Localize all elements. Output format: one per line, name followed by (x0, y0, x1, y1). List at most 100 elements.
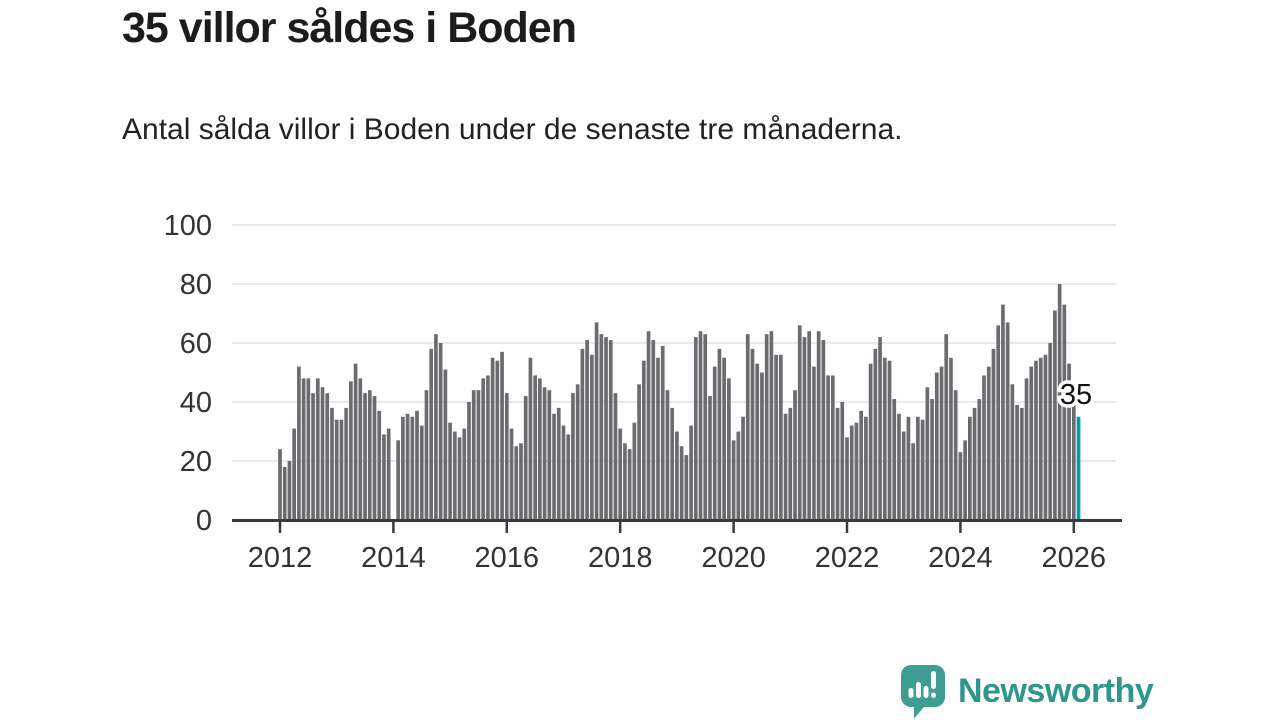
bar (1019, 407, 1024, 520)
bar (849, 425, 854, 520)
bar (519, 443, 523, 520)
bar (344, 407, 348, 520)
newsworthy-wordmark: Newsworthy (958, 671, 1154, 710)
bar (641, 360, 646, 520)
bars (278, 284, 1081, 520)
bar (651, 340, 656, 520)
bar (386, 428, 391, 520)
bar (556, 407, 561, 520)
bar (571, 393, 575, 520)
bar (878, 337, 882, 520)
x-axis-tick-label: 2022 (815, 542, 880, 574)
bar (769, 331, 774, 520)
bar (1001, 304, 1005, 520)
bar (627, 449, 632, 520)
x-axis-tick-label: 2024 (928, 542, 993, 574)
bar (712, 366, 717, 520)
bar (779, 354, 783, 520)
bar (401, 416, 405, 520)
bar (372, 396, 377, 520)
bar (845, 437, 849, 520)
bar (911, 443, 915, 520)
bar (882, 357, 887, 520)
bar (471, 390, 476, 520)
bar (736, 431, 741, 520)
bar (727, 378, 731, 520)
bar (542, 387, 547, 520)
bar (552, 413, 556, 520)
bar (301, 378, 306, 520)
bar (968, 416, 972, 520)
bar (925, 387, 930, 520)
chart-subtitle: Antal sålda villor i Boden under de sena… (122, 113, 903, 146)
bar (1057, 284, 1062, 520)
bar (887, 360, 892, 520)
bar (897, 413, 901, 520)
bar (495, 360, 500, 520)
bar (377, 410, 382, 520)
bar (816, 331, 821, 520)
bar (599, 334, 604, 520)
bar (575, 384, 580, 520)
bar (982, 375, 986, 520)
bar (405, 413, 410, 520)
bar (873, 348, 878, 520)
bar (731, 440, 736, 520)
bar (457, 437, 462, 520)
y-axis-tick-label: 20 (180, 446, 212, 478)
bar (689, 425, 693, 520)
bar (646, 331, 651, 520)
bar (311, 393, 315, 520)
bar (462, 428, 467, 520)
bar (415, 410, 419, 520)
newsworthy-logo: Newsworthy (898, 663, 1154, 719)
bar (1010, 384, 1015, 520)
bar (793, 390, 797, 520)
bar (467, 402, 471, 520)
y-axis-tick-label: 80 (180, 269, 212, 301)
y-axis-labels: 0 20 40 60 80 100 (164, 210, 212, 537)
x-axis-tick-label: 2020 (701, 542, 766, 574)
bar (916, 416, 920, 520)
bar (665, 390, 670, 520)
bar (812, 366, 816, 520)
bar (1034, 360, 1038, 520)
y-axis-tick-label: 40 (180, 387, 212, 419)
bar (1005, 322, 1010, 520)
bar (287, 461, 292, 520)
bar (363, 393, 367, 520)
bar (944, 334, 949, 520)
bar (679, 446, 684, 520)
x-axis-tick-label: 2014 (361, 542, 426, 574)
bar (504, 393, 509, 520)
bar (821, 340, 826, 520)
bar (764, 334, 769, 520)
y-axis-tick-label: 0 (196, 505, 212, 537)
bar (703, 334, 708, 520)
x-axis-ticks (278, 522, 1076, 533)
bar (590, 354, 594, 520)
y-axis-tick-label: 100 (164, 210, 212, 242)
bar (434, 334, 438, 520)
bar (826, 375, 830, 520)
bar (618, 428, 623, 520)
bar (1043, 354, 1048, 520)
bar (297, 366, 301, 520)
bar (698, 331, 703, 520)
bar (991, 348, 996, 520)
bar (547, 390, 552, 520)
bar (382, 434, 386, 520)
bar (693, 337, 698, 520)
bar (684, 455, 689, 520)
x-axis-tick-label: 2016 (475, 542, 540, 574)
bar (490, 357, 495, 520)
bar (1015, 404, 1019, 520)
bar (670, 407, 675, 520)
bar (920, 419, 925, 520)
bar (325, 393, 330, 520)
x-axis-tick-label: 2018 (588, 542, 653, 574)
bar (306, 378, 311, 520)
bar (868, 363, 873, 520)
bar (561, 425, 566, 520)
